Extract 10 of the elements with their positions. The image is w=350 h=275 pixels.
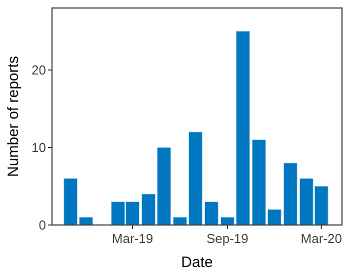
bar [204,202,218,226]
y-axis-title: Number of reports [5,56,22,177]
y-tick-label: 10 [32,140,46,156]
x-tick-label: Mar-20 [300,231,342,246]
y-tick-label: 0 [38,218,46,233]
y-tick-label: 20 [32,62,46,78]
x-axis-title: Date [181,254,213,271]
x-tick-label: Mar-19 [112,231,154,246]
x-tick-label: Sep-19 [206,231,248,246]
bar [283,162,298,226]
